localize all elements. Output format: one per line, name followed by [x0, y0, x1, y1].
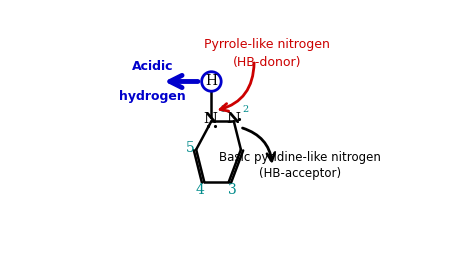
Text: 2: 2 [242, 105, 248, 114]
Text: 5: 5 [186, 140, 194, 154]
Text: N: N [226, 112, 240, 126]
Text: hydrogen: hydrogen [119, 89, 186, 103]
Text: N: N [203, 112, 218, 126]
Text: (HB-donor): (HB-donor) [233, 56, 301, 69]
Text: H: H [205, 74, 218, 88]
Text: Basic pyridine-like nitrogen: Basic pyridine-like nitrogen [219, 151, 381, 164]
Text: (HB-acceptor): (HB-acceptor) [259, 167, 341, 181]
Text: Pyrrole-like nitrogen: Pyrrole-like nitrogen [204, 38, 330, 51]
Text: Acidic: Acidic [132, 60, 173, 73]
Text: 1: 1 [220, 105, 226, 114]
Text: 3: 3 [228, 183, 237, 197]
Text: 4: 4 [196, 183, 205, 197]
Circle shape [201, 72, 221, 91]
